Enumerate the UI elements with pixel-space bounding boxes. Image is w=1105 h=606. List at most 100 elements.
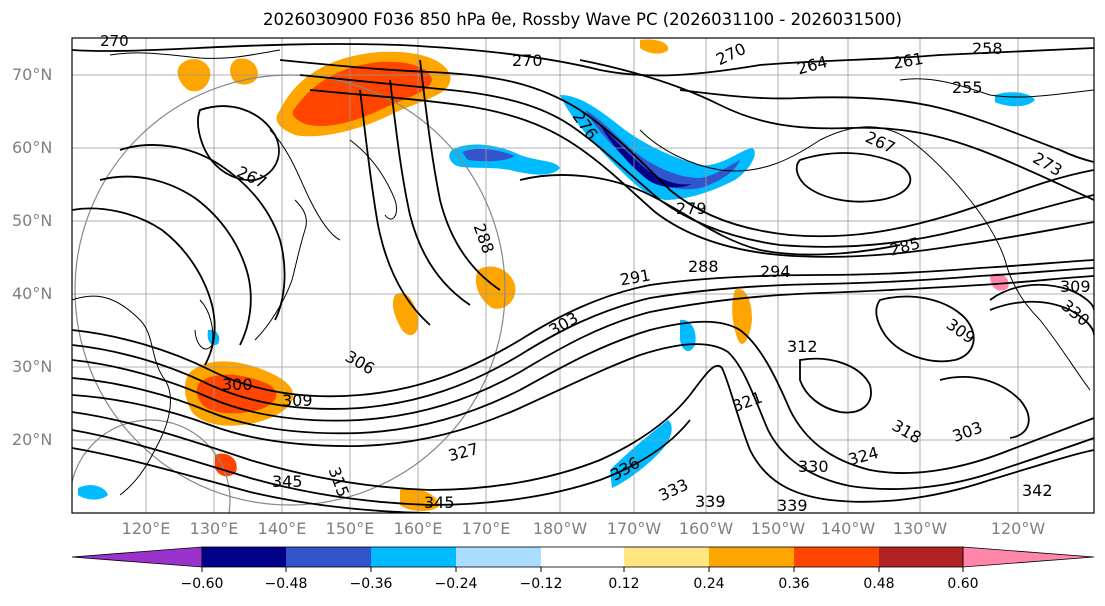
contour-line [72, 207, 216, 366]
contour-label: 345 [272, 472, 303, 491]
contour-line [679, 89, 1094, 163]
colorbar-tick-label: −0.24 [434, 576, 478, 592]
colorbar-upper-extend [962, 546, 1095, 568]
positive-anomaly-east [990, 273, 1009, 291]
contour-line [72, 447, 431, 513]
contour-line [279, 59, 1094, 238]
contour-label: 342 [1022, 481, 1053, 500]
coastline-northamerica [1004, 259, 1091, 391]
positive-anomaly-alaska [640, 39, 669, 54]
contour-line [989, 300, 1094, 336]
contour-label: 339 [695, 492, 726, 511]
coastline-kamchatka [349, 139, 398, 220]
contour-line [72, 43, 1094, 77]
lon-label: 160°E [393, 519, 443, 538]
negative-anomaly-midpac [610, 420, 672, 488]
contour-line [939, 376, 1030, 439]
contour-label: 258 [972, 39, 1003, 58]
contour-line [72, 419, 691, 506]
contour-label: 309 [282, 391, 313, 410]
contour-line [72, 320, 1094, 474]
contour-label: 294 [760, 262, 791, 281]
colorbar-tick-label: −0.48 [264, 576, 308, 592]
colorbar-tick-label: −0.12 [519, 576, 563, 592]
negative-anomaly-bering-core [600, 125, 692, 188]
contour-line [197, 105, 280, 182]
negative-anomaly-okhotsk-core [462, 149, 515, 162]
contour-line [579, 59, 1094, 201]
colorbar-tick-label: 0.60 [947, 576, 979, 592]
colorbar-segment [709, 547, 795, 567]
lon-label: 150°W [750, 519, 806, 538]
colorbar-segment [371, 547, 457, 567]
colorbar-segment [624, 547, 710, 567]
colorbar-outline [201, 546, 964, 568]
gridlines [72, 38, 1094, 513]
coastline-siberia-north [109, 49, 281, 59]
positive-anomaly-midpac-2 [392, 292, 419, 336]
colorbar [71, 546, 1095, 572]
lat-label: 70°N [12, 65, 53, 84]
contour-label: 270 [100, 32, 129, 50]
map-border [71, 37, 1095, 514]
contour-line [989, 283, 1094, 311]
contour-line [795, 152, 912, 203]
coastline-okhotsk [269, 129, 341, 241]
contour-line [119, 144, 286, 321]
colorbar-tick-label: −0.36 [349, 576, 393, 592]
contour-label: 279 [676, 199, 707, 218]
lon-label: 120°W [990, 519, 1046, 538]
contour-label: 255 [952, 78, 983, 97]
contour-line [99, 175, 252, 346]
negative-anomaly-sw [78, 485, 108, 500]
contour-line [359, 89, 431, 326]
contour-label: 330 [798, 457, 829, 476]
colorbar-segment [541, 547, 625, 567]
coastline-canada-north [899, 78, 1094, 98]
lon-label: 170°W [606, 519, 662, 538]
contour-label: 345 [424, 493, 455, 512]
lon-label: 140°W [820, 519, 876, 538]
negative-anomaly-canada [995, 92, 1035, 107]
colorbar-segment [879, 547, 964, 567]
colorbar-tick-label: 0.12 [608, 576, 640, 592]
colorbar-tick-label: 0.36 [778, 576, 810, 592]
colorbar-segment [286, 547, 372, 567]
lon-label: 150°E [325, 519, 375, 538]
lon-label: 160°W [678, 519, 734, 538]
contour-line [72, 267, 1094, 410]
lon-label: 140°E [257, 519, 307, 538]
lat-label: 20°N [12, 430, 53, 449]
lon-label: 130°E [189, 519, 239, 538]
contour-label: 339 [777, 496, 808, 515]
lat-label: 60°N [12, 138, 53, 157]
lon-label: 170°E [461, 519, 511, 538]
lon-label: 130°W [892, 519, 948, 538]
lat-label: 30°N [12, 357, 53, 376]
colorbar-lower-extend [71, 546, 203, 568]
coastline-japan [254, 199, 307, 341]
contour-label: 312 [787, 337, 818, 356]
negative-anomaly-eastpac [680, 319, 696, 352]
contour-line [72, 365, 1094, 503]
contour-line [519, 174, 901, 256]
contour-label: 300 [222, 375, 253, 394]
contour-label: 270 [512, 51, 543, 70]
contour-line [419, 59, 501, 291]
contour-label: 288 [688, 257, 719, 276]
contour-line [309, 89, 1094, 258]
positive-anomaly-tw [215, 453, 237, 477]
colorbar-segment [456, 547, 542, 567]
positive-anomaly-japan-core [196, 374, 277, 414]
lon-label: 180°W [532, 519, 588, 538]
theta-e-contours [72, 43, 1094, 513]
map-title: 2026030900 F036 850 hPa θe, Rossby Wave … [263, 10, 902, 29]
colorbar-tick-label: −0.60 [180, 576, 224, 592]
contour-line [389, 79, 471, 306]
colorbar-segment [202, 547, 287, 567]
negative-anomaly-bering-mid [585, 110, 740, 190]
lat-label: 50°N [12, 211, 53, 230]
lon-label: 120°E [121, 519, 171, 538]
contour-line [875, 295, 975, 363]
contour-line [799, 357, 872, 414]
